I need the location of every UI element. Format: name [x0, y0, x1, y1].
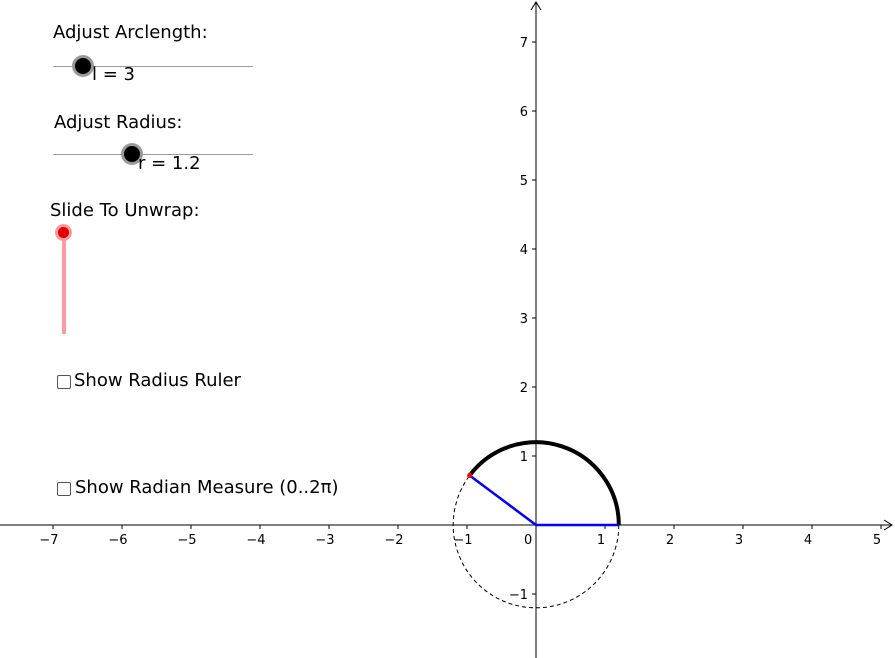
- show-radian-measure-checkbox[interactable]: [57, 482, 71, 496]
- y-axis-ticks: −1 1 2 3 4 5 6 7: [509, 36, 536, 603]
- x-tick-label: 2: [666, 533, 674, 548]
- arc-length-curve: [468, 440, 621, 526]
- y-axis-arrow-icon: [530, 1, 542, 11]
- show-radius-ruler-label[interactable]: Show Radius Ruler: [74, 370, 241, 391]
- arc-end-point[interactable]: [467, 472, 473, 478]
- radius-slider-track[interactable]: [53, 154, 253, 155]
- y-tick-label: 6: [520, 105, 528, 120]
- y-tick-label: 2: [520, 381, 528, 396]
- x-tick-label: −1: [453, 533, 472, 548]
- radius-slider-knob[interactable]: [124, 146, 140, 162]
- y-tick-label: 4: [520, 243, 528, 258]
- x-tick-label: 4: [804, 533, 812, 548]
- x-tick-label: −2: [384, 533, 403, 548]
- x-tick-label: −5: [177, 533, 196, 548]
- y-tick-label: 7: [520, 36, 528, 51]
- y-tick-label: 3: [520, 312, 528, 327]
- x-tick-label: 5: [873, 533, 881, 548]
- unwrap-slider-knob[interactable]: [58, 227, 69, 238]
- y-tick-label: 5: [520, 174, 528, 189]
- x-tick-label: 1: [597, 533, 605, 548]
- x-tick-label: −6: [108, 533, 127, 548]
- show-radius-ruler-checkbox[interactable]: [57, 375, 71, 389]
- arclength-value-label: l = 3: [92, 64, 135, 85]
- x-tick-label: −3: [315, 533, 334, 548]
- unwrap-slider-track[interactable]: [62, 233, 66, 334]
- show-radian-measure-label[interactable]: Show Radian Measure (0..2π): [75, 477, 339, 498]
- x-tick-label: 3: [735, 533, 743, 548]
- radius-slider-title: Adjust Radius:: [54, 112, 183, 133]
- arclength-slider-title: Adjust Arclength:: [53, 22, 208, 43]
- arclength-slider-knob[interactable]: [75, 58, 91, 74]
- x-tick-label: −4: [246, 533, 265, 548]
- radius-value-label: r = 1.2: [138, 153, 201, 174]
- x-tick-label: 0: [524, 533, 532, 548]
- arclength-slider-track[interactable]: [53, 66, 253, 67]
- unwrap-slider-title: Slide To Unwrap:: [50, 200, 200, 221]
- x-axis-arrow-icon: [883, 519, 893, 531]
- y-tick-label: −1: [509, 588, 528, 603]
- x-tick-label: −7: [39, 533, 58, 548]
- x-axis-ticks: −7 −6 −5 −4 −3 −2 −1 0 1 2 3 4 5: [39, 525, 882, 548]
- y-tick-label: 1: [520, 450, 528, 465]
- radius-line-end: [468, 474, 537, 527]
